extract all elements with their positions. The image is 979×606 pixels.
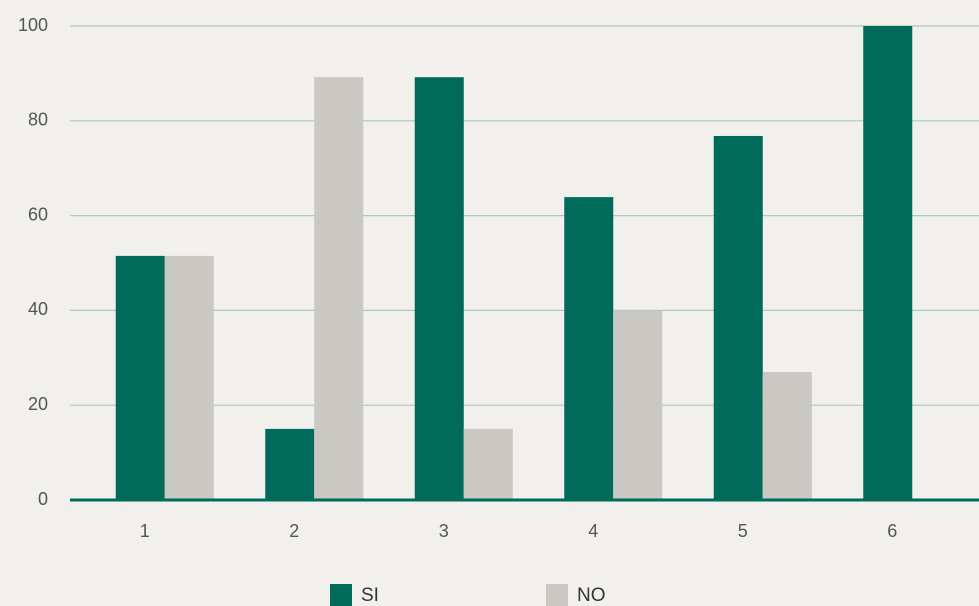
bar bbox=[115, 255, 165, 500]
legend-label: SI bbox=[361, 585, 379, 606]
bar bbox=[863, 26, 913, 500]
bar bbox=[164, 255, 214, 500]
y-tick-label: 0 bbox=[38, 489, 48, 509]
y-tick-label: 80 bbox=[28, 110, 48, 130]
bar bbox=[564, 197, 614, 500]
bar bbox=[314, 77, 364, 500]
x-tick-label: 6 bbox=[887, 521, 897, 541]
legend-swatch bbox=[546, 584, 568, 606]
x-tick-label: 4 bbox=[588, 521, 598, 541]
x-tick-label: 2 bbox=[289, 521, 299, 541]
bar bbox=[613, 310, 663, 500]
x-tick-label: 3 bbox=[439, 521, 449, 541]
legend-label: NO bbox=[577, 585, 606, 606]
bar bbox=[265, 428, 315, 500]
bar bbox=[762, 372, 812, 500]
bar bbox=[463, 428, 513, 500]
bar bbox=[414, 77, 464, 500]
y-tick-label: 100 bbox=[18, 15, 48, 35]
y-tick-label: 60 bbox=[28, 204, 48, 224]
x-tick-label: 1 bbox=[140, 521, 150, 541]
y-tick-label: 20 bbox=[28, 394, 48, 414]
bar bbox=[713, 135, 763, 500]
y-tick-label: 40 bbox=[28, 299, 48, 319]
legend-swatch bbox=[330, 584, 352, 606]
x-tick-label: 5 bbox=[738, 521, 748, 541]
